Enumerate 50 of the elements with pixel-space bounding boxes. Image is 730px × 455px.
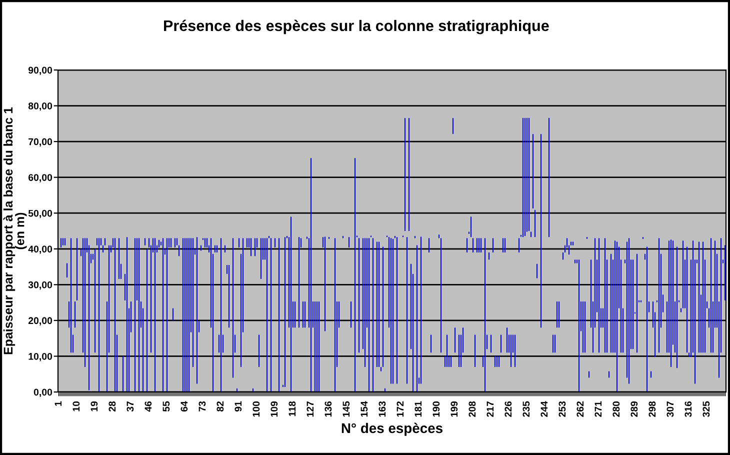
- x-tick-label: 235: [522, 401, 530, 417]
- x-tick-label: 46: [144, 401, 152, 412]
- x-tick-label: 226: [504, 401, 512, 417]
- x-tick-label: 118: [288, 401, 296, 416]
- y-tick-label: 80,00: [28, 102, 52, 111]
- x-tick-label: 163: [378, 401, 386, 417]
- y-tick-label: 60,00: [28, 174, 52, 182]
- y-tick-label: 50,00: [28, 210, 52, 218]
- y-axis-title: Epaisseur par rapport à la base du banc 1 (en m): [3, 107, 27, 354]
- y-tick-label: 90,00: [28, 66, 52, 76]
- chart-title: Présence des espèces sur la colonne stratigraphique: [164, 20, 549, 34]
- x-tick-label: 136: [324, 401, 332, 417]
- y-tick-label: 70,00: [28, 138, 52, 147]
- x-tick-label: 190: [432, 401, 440, 417]
- y-tick-label: 40,00: [28, 246, 52, 254]
- x-tick-label: 82: [216, 401, 224, 412]
- x-tick-label: 64: [180, 401, 188, 412]
- x-tick-label: 262: [576, 401, 584, 417]
- x-tick-label: 280: [612, 401, 620, 417]
- x-tick-label: 307: [666, 401, 674, 418]
- x-tick-label: 154: [360, 401, 368, 417]
- x-axis-title: N° des espèces: [342, 422, 442, 436]
- x-tick-label: 244: [540, 401, 548, 417]
- x-tick-label: 208: [468, 401, 476, 417]
- x-tick-label: 19: [90, 401, 98, 412]
- x-tick-label: 325: [702, 401, 710, 418]
- x-tick-label: 91: [234, 401, 242, 412]
- x-tick-label: 37: [126, 401, 134, 412]
- x-tick-label: 1: [54, 401, 62, 406]
- x-tick-label: 298: [648, 401, 656, 417]
- x-tick-label: 181: [414, 401, 422, 417]
- x-tick-label: 199: [450, 401, 458, 417]
- x-tick-label: 55: [162, 401, 170, 412]
- x-tick-label: 217: [486, 401, 494, 417]
- x-tick-label: 100: [252, 401, 260, 417]
- y-tick-label: 30,00: [28, 281, 52, 290]
- x-tick-label: 316: [684, 401, 692, 418]
- x-tick-label: 172: [396, 401, 404, 417]
- x-tick-label: 73: [198, 401, 206, 412]
- x-tick-label: 289: [630, 401, 638, 417]
- x-tick-label: 10: [72, 401, 80, 412]
- x-tick-label: 271: [594, 401, 602, 417]
- x-tick-label: 109: [270, 401, 278, 417]
- x-tick-label: 28: [108, 401, 116, 412]
- x-tick-label: 253: [558, 401, 566, 417]
- x-tick-label: 127: [306, 401, 314, 417]
- x-tick-label: 145: [342, 401, 350, 417]
- y-tick-label: 0,00: [34, 388, 52, 398]
- y-tick-label: 20,00: [28, 317, 52, 326]
- y-tick-label: 10,00: [28, 352, 52, 362]
